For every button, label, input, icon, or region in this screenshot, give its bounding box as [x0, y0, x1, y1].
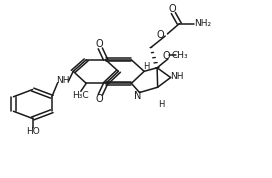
- Text: O: O: [168, 4, 176, 14]
- Text: O: O: [163, 51, 170, 61]
- Text: O: O: [157, 30, 164, 40]
- Text: O: O: [96, 94, 104, 104]
- Text: H₃C: H₃C: [72, 91, 89, 100]
- Text: H: H: [158, 100, 164, 109]
- Text: NH: NH: [56, 76, 70, 85]
- Text: NH₂: NH₂: [194, 19, 211, 28]
- Text: H: H: [143, 62, 149, 71]
- Text: N: N: [134, 91, 141, 101]
- Text: O: O: [96, 40, 104, 49]
- Text: HO: HO: [26, 127, 39, 136]
- Text: CH₃: CH₃: [172, 51, 188, 60]
- Text: NH: NH: [170, 72, 183, 81]
